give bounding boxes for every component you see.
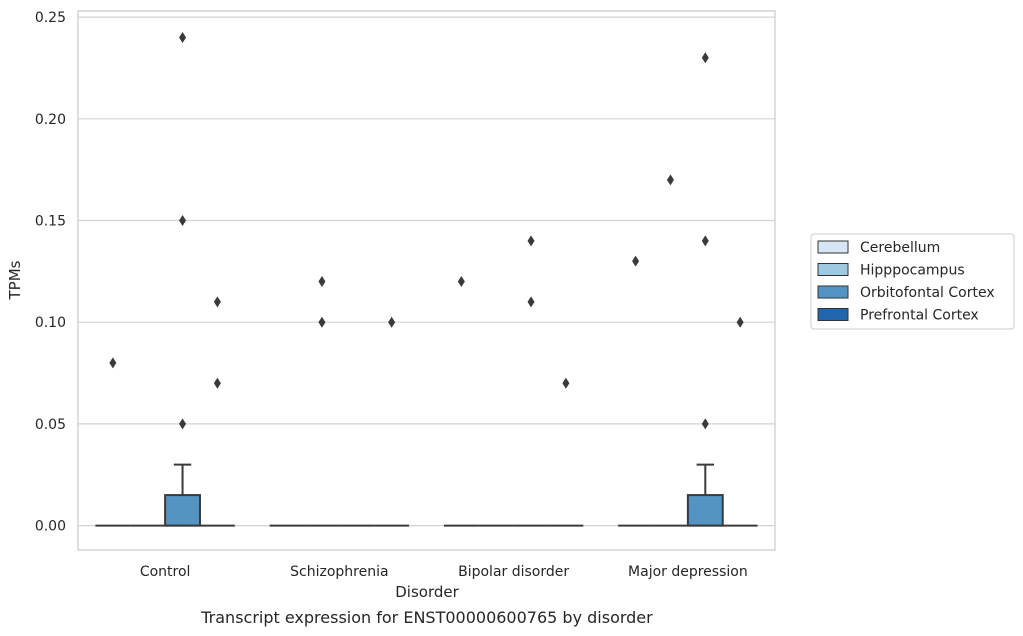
legend-swatch [817, 240, 849, 254]
box [686, 494, 724, 527]
x-tick-label: Bipolar disorder [458, 564, 569, 580]
legend-label: Orbitofontal Cortex [860, 285, 995, 301]
legend-label: Hipppocampus [860, 263, 965, 279]
legend-frame [810, 233, 1015, 330]
box [164, 494, 201, 527]
y-tick-label: 0.05 [35, 417, 66, 433]
box-group [618, 255, 654, 527]
x-tick-label: Major depression [628, 564, 748, 580]
y-tick-label: 0.15 [35, 213, 66, 229]
outlier-point [457, 276, 465, 288]
outlier-point [527, 235, 535, 247]
legend: Cerebellum Hipppocampus Orbitofontal Corte… [810, 233, 1015, 330]
box-group [374, 316, 410, 527]
x-tick-label: Control [140, 564, 191, 580]
y-tick-label: 0.20 [35, 112, 66, 128]
box-group [304, 276, 340, 527]
box-group [199, 296, 235, 527]
box-group [722, 316, 758, 527]
outlier-point [318, 316, 326, 328]
outlier-point [213, 296, 221, 308]
legend-label: Cerebellum [860, 240, 940, 256]
box-group [164, 31, 201, 527]
outlier-point [179, 214, 187, 226]
box-group [653, 174, 688, 527]
box-group [443, 276, 479, 527]
outlier-point [179, 31, 187, 43]
x-tick-label: Schizophrenia [290, 564, 388, 580]
y-tick-label: 0.00 [35, 519, 66, 535]
outlier-point [318, 276, 326, 288]
outlier-point [632, 255, 640, 267]
y-axis-ticks: 0.00 0.05 0.10 0.15 0.20 0.25 [35, 10, 66, 534]
outlier-point [388, 316, 396, 328]
y-axis-label: TPMs [6, 260, 24, 300]
legend-swatch [817, 308, 849, 321]
outlier-point [213, 377, 221, 389]
box-plot-area [95, 31, 758, 527]
x-axis-label: Disorder [395, 583, 459, 601]
legend-swatch [817, 263, 849, 276]
outlier-point [736, 316, 744, 328]
box-group [513, 235, 549, 527]
box-group [95, 357, 131, 527]
outlier-point [666, 174, 674, 186]
outlier-point [701, 418, 709, 430]
legend-swatch [817, 285, 849, 299]
outlier-point [527, 296, 535, 308]
outlier-point [701, 52, 709, 64]
box-group [548, 377, 584, 527]
plot-frame [77, 10, 776, 551]
outlier-point [562, 377, 570, 389]
outlier-point [109, 357, 117, 369]
x-axis-ticks: Control Schizophrenia Bipolar disorder Majo… [140, 564, 748, 580]
legend-label: Prefrontal Cortex [860, 308, 979, 324]
y-tick-label: 0.25 [35, 10, 66, 26]
outlier-point [179, 418, 187, 430]
chart-caption: Transcript expression for ENST0000060076… [200, 608, 653, 627]
y-tick-label: 0.10 [35, 315, 66, 331]
box-group [686, 52, 724, 527]
outlier-point [701, 235, 709, 247]
grid-lines [78, 16, 775, 527]
